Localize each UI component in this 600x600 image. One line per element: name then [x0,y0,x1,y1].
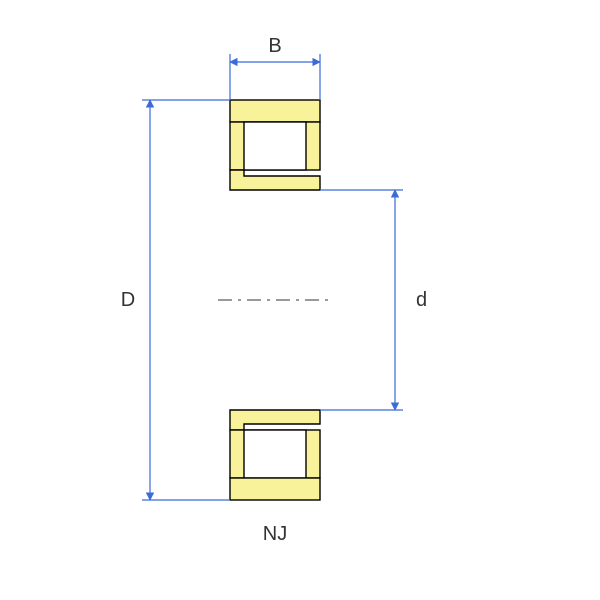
dimension-d-label: d [416,289,427,311]
top-ring-section [230,100,320,190]
dimension-D: D [121,100,230,500]
bearing-cross-section-diagram: B D d NJ [0,0,600,600]
outer-race-top [230,100,320,122]
dimension-D-label: D [121,289,135,311]
dimension-d: d [320,190,427,410]
inner-race-top [230,170,320,190]
outer-race-bottom [230,478,320,500]
dimension-B-label: B [268,35,281,57]
roller-top [244,122,306,170]
dimension-B: B [230,35,320,100]
inner-race-bottom [230,410,320,430]
bottom-ring-section [230,410,320,500]
bearing-type-label: NJ [263,523,287,545]
roller-bottom [244,430,306,478]
